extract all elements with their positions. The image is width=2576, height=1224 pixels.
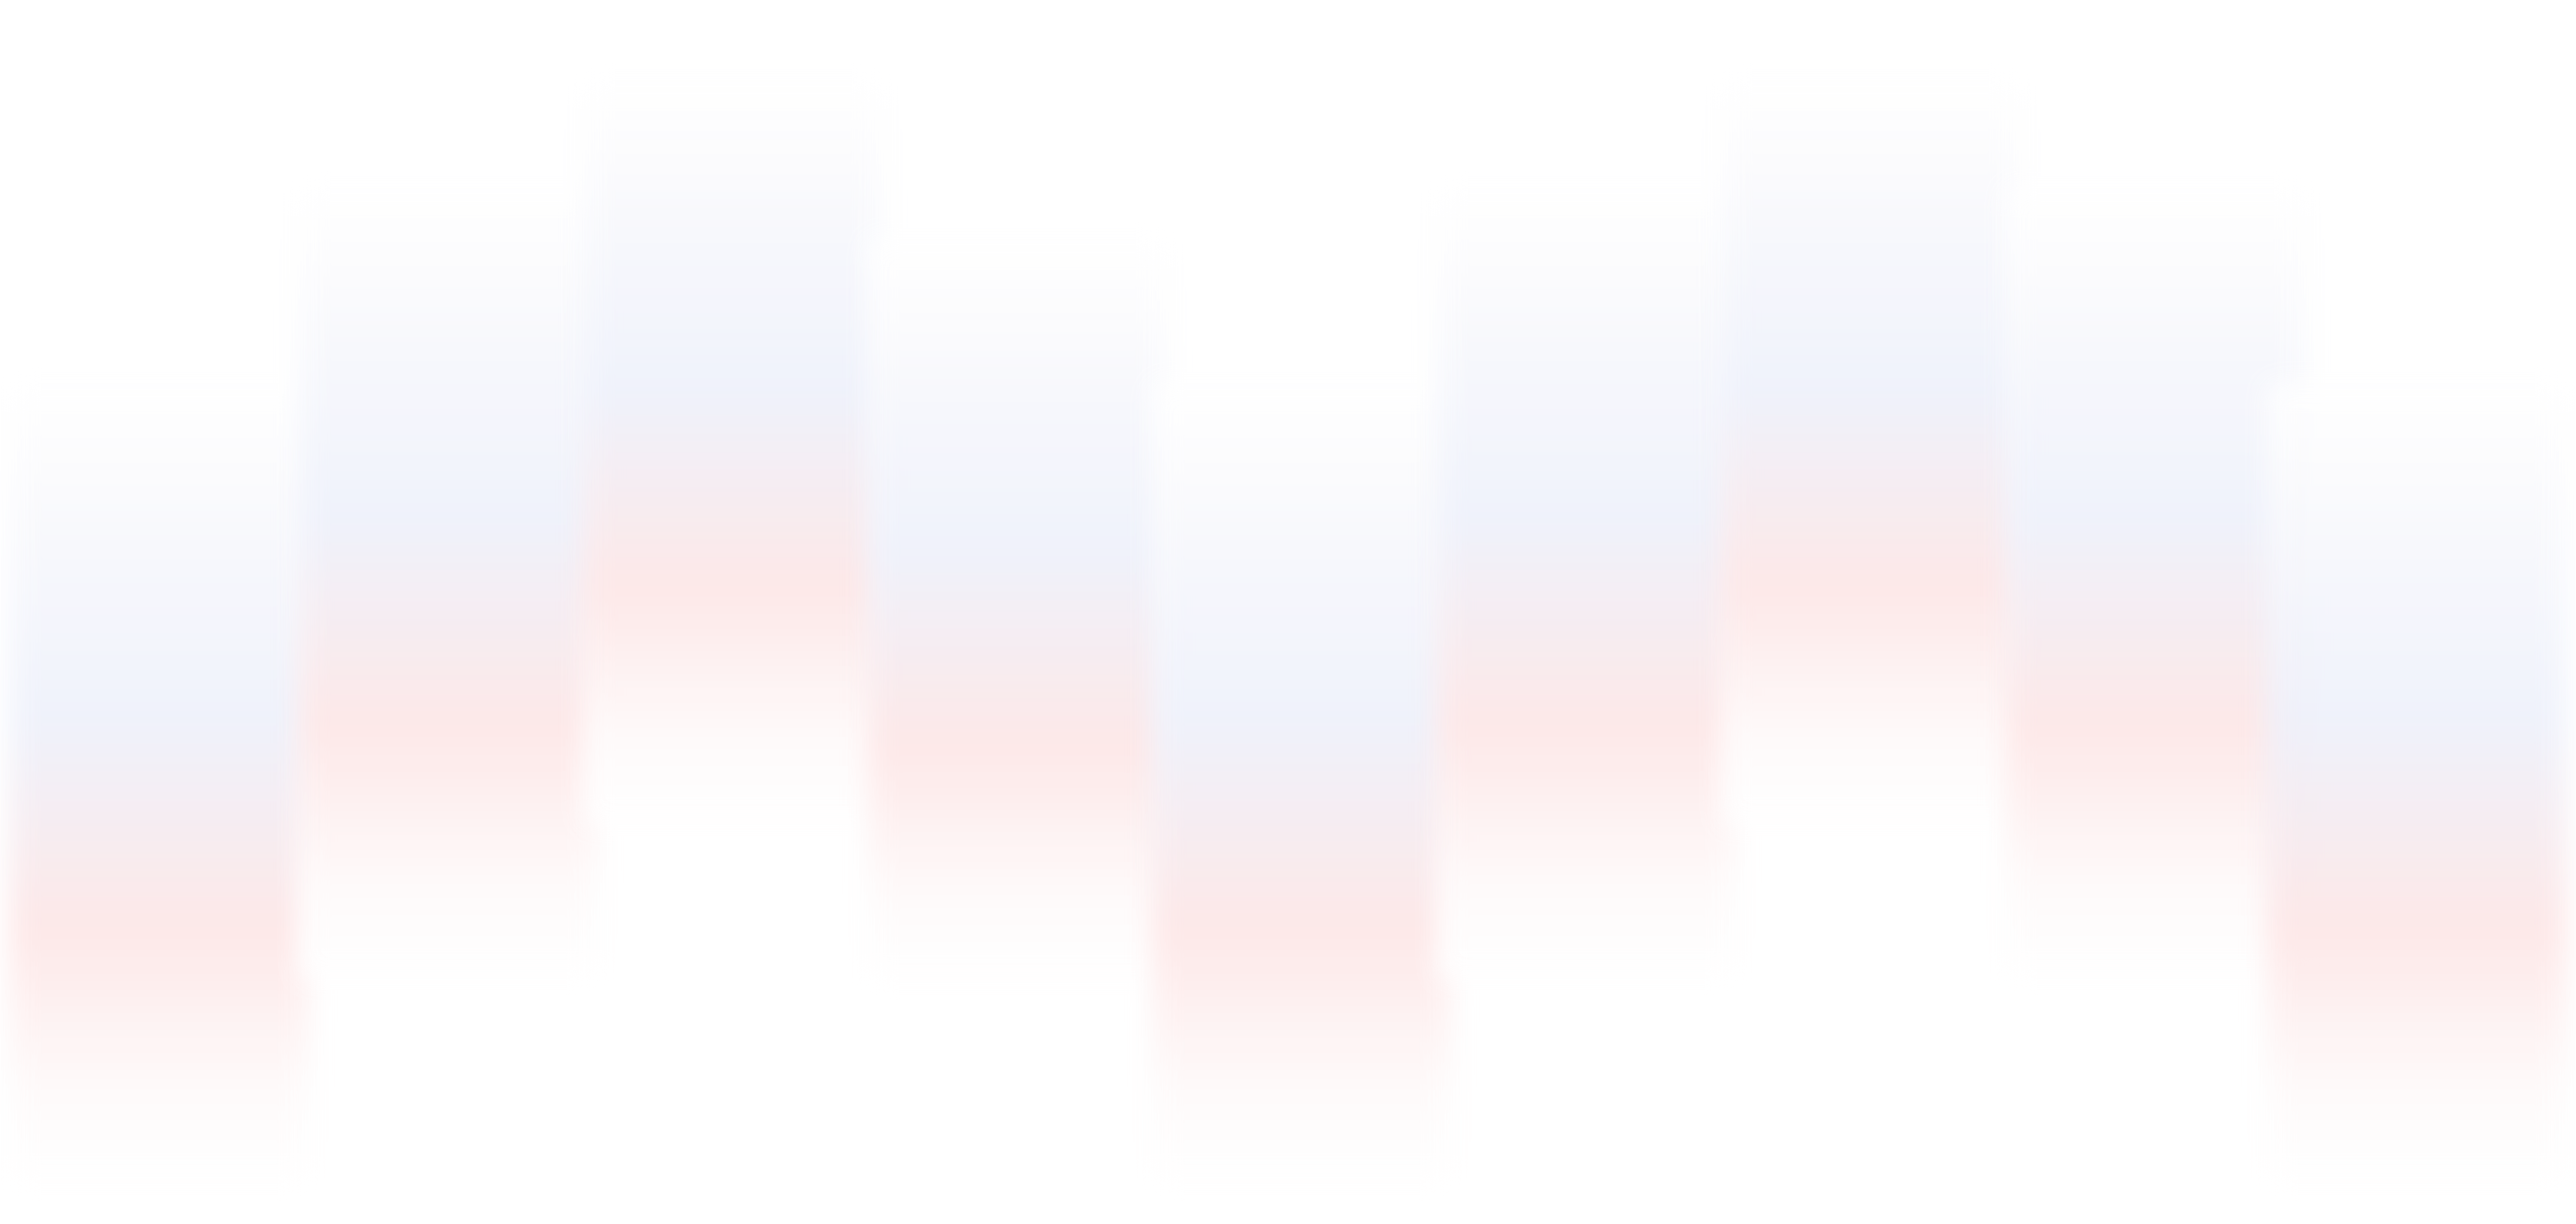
gradient-column bbox=[9, 382, 310, 1185]
gradient-column bbox=[1436, 187, 1737, 980]
gradient-column bbox=[2266, 382, 2567, 1185]
gradient-column bbox=[1721, 79, 2021, 826]
gradient-column bbox=[1152, 382, 1452, 1185]
gradient-column bbox=[867, 238, 1168, 984]
gradient-column bbox=[583, 79, 883, 826]
gradient-column bbox=[2005, 187, 2306, 980]
gradient-column bbox=[298, 187, 599, 980]
